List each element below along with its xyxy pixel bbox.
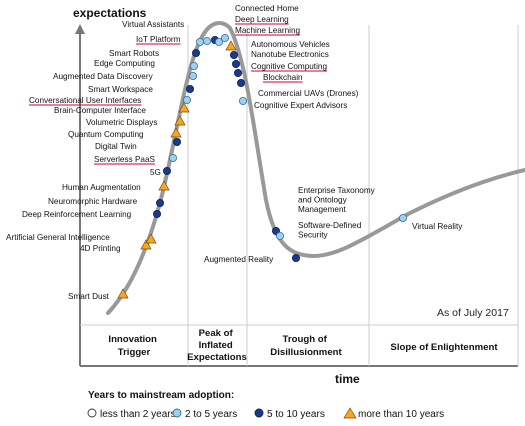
point-label: Cognitive Expert Advisors [254, 101, 347, 110]
point-marker [291, 253, 300, 262]
point-label: Human Augmentation [62, 183, 141, 192]
point-marker [145, 233, 157, 244]
phase-label-innovation: Innovation Trigger [108, 334, 159, 358]
point-label: 5G [150, 168, 161, 177]
point-label: Nanotube Electronics [251, 50, 329, 59]
point-label: Cognitive Computing [251, 62, 327, 71]
point-label: Smart Workspace [88, 85, 153, 94]
point-marker [162, 166, 171, 175]
point-label: Connected Home [235, 4, 299, 13]
point-label: Quantum Computing [68, 130, 144, 139]
point-label: Deep Learning [235, 15, 289, 24]
point-marker [182, 96, 191, 105]
point-marker [214, 38, 223, 47]
y-axis-title: expectations [73, 6, 147, 20]
point-marker [238, 97, 247, 106]
y-axis-arrow [75, 24, 85, 34]
point-label: Brain-Computer Interface [54, 106, 146, 115]
point-label: Neuromorphic Hardware [48, 197, 138, 206]
legend-marker [343, 407, 357, 419]
point-label: Digital Twin [95, 142, 137, 151]
point-label: Virtual Assistants [122, 20, 184, 29]
legend-label: 2 to 5 years [185, 409, 237, 420]
phase-label-trough: Trough of Disillusionment [270, 334, 342, 358]
point-marker [158, 180, 170, 191]
point-label: Software-Defined Security [298, 221, 362, 240]
point-label: Machine Learning [235, 26, 301, 35]
point-marker [172, 137, 181, 146]
point-label: Deep Reinforcement Learning [22, 210, 132, 219]
legend-label: more than 10 years [358, 409, 444, 420]
point-label: 4D Printing [80, 244, 121, 253]
point-marker [117, 288, 129, 299]
point-marker [229, 51, 238, 60]
point-marker [170, 127, 182, 138]
point-marker [231, 60, 240, 69]
point-marker [195, 38, 204, 47]
point-marker [168, 153, 177, 162]
point-marker [233, 69, 242, 78]
legend: less than 2 years 2 to 5 years 5 to 10 yea… [87, 407, 444, 420]
point-label: Serverless PaaS [94, 155, 156, 164]
legend-label: 5 to 10 years [267, 409, 325, 420]
point-marker [225, 40, 237, 51]
legend-title: Years to mainstream adoption: [88, 390, 234, 401]
x-axis-title: time [335, 372, 360, 386]
point-marker [189, 62, 198, 71]
point-marker [178, 102, 190, 113]
point-label: Edge Computing [94, 59, 155, 68]
point-marker [398, 213, 407, 222]
point-label: Enterprise Taxonomy and Ontology Managemen… [298, 186, 376, 214]
point-label: Augmented Data Discovery [53, 72, 154, 81]
point-label: Volumetric Displays [86, 118, 157, 127]
legend-marker [87, 408, 97, 418]
point-label: Commercial UAVs (Drones) [258, 89, 359, 98]
point-marker [140, 239, 152, 250]
point-label: Virtual Reality [412, 222, 463, 231]
point-label: Smart Robots [109, 49, 159, 58]
legend-marker [172, 408, 182, 418]
point-marker [185, 85, 194, 94]
point-marker [188, 72, 197, 81]
point-label: Artificial General Intelligence [6, 233, 110, 242]
point-label: IoT Platform [136, 35, 181, 44]
point-label: Blockchain [263, 73, 303, 82]
legend-marker [254, 408, 264, 418]
data-points: Smart Dust 4D Printing Artificial General … [6, 4, 463, 301]
legend-label: less than 2 years [100, 409, 176, 420]
phase-label-slope: Slope of Enlightenment [390, 342, 498, 353]
as-of-annotation: As of July 2017 [437, 307, 509, 319]
point-label: Conversational User Interfaces [29, 96, 141, 105]
point-label: Augmented Reality [204, 255, 274, 264]
point-marker [202, 37, 211, 46]
point-marker [236, 79, 245, 88]
point-marker [174, 115, 186, 126]
point-label: Smart Dust [68, 292, 110, 301]
phase-label-peak: Peak of Inflated Expectations [187, 328, 247, 363]
point-marker [155, 198, 164, 207]
point-marker [220, 34, 229, 43]
point-marker [152, 209, 161, 218]
point-label: Autonomous Vehicles [251, 40, 330, 49]
point-marker [191, 49, 200, 58]
point-marker [275, 231, 284, 240]
